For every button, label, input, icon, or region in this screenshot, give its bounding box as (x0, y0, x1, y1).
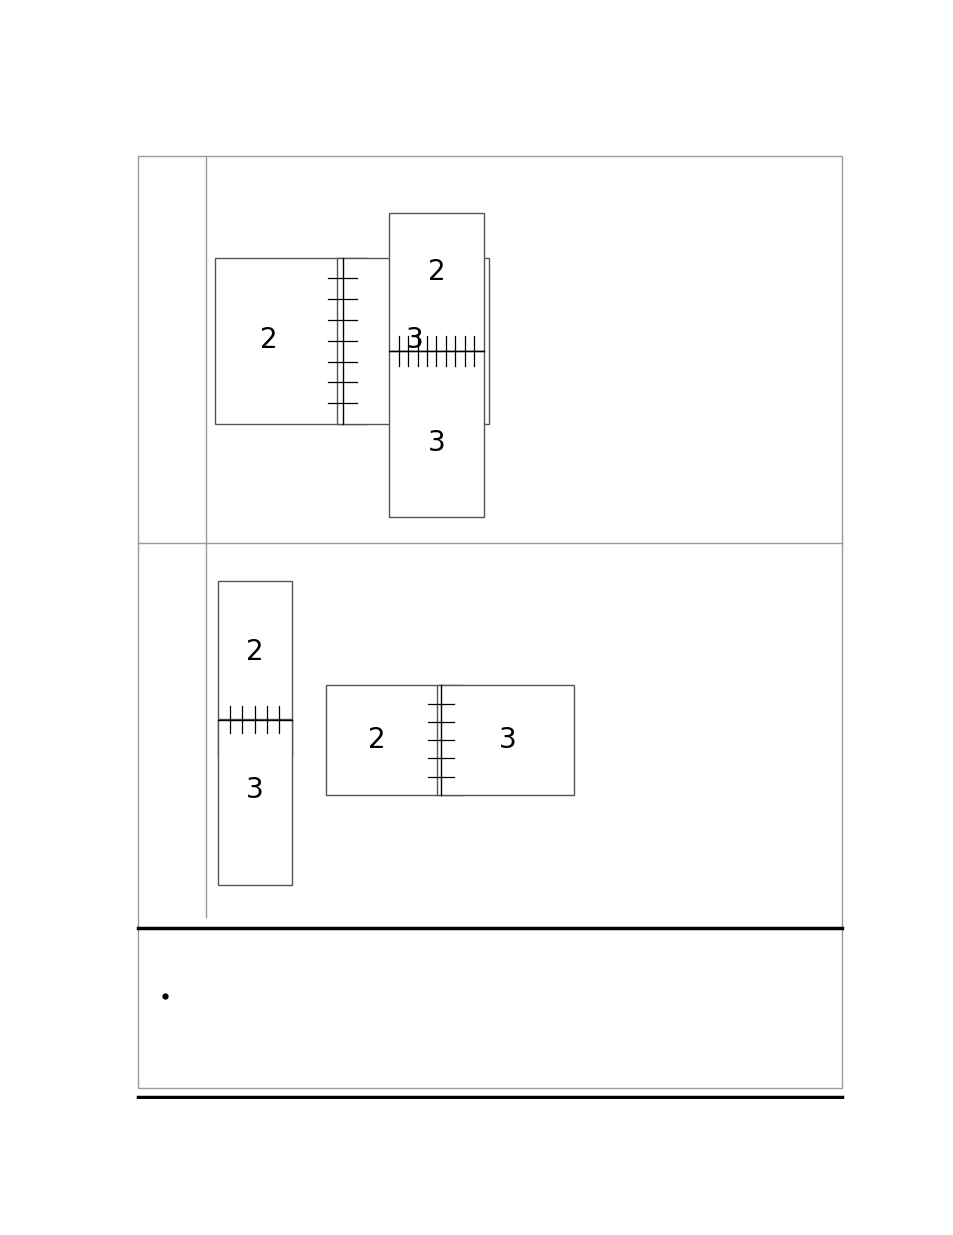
Bar (326, 685, 462, 795)
Text: 2: 2 (259, 326, 277, 354)
Text: 3: 3 (406, 326, 423, 354)
Bar (389, 212, 483, 351)
Bar (436, 685, 574, 795)
Text: 2: 2 (427, 258, 445, 285)
Text: 3: 3 (427, 429, 445, 457)
Text: 2: 2 (367, 726, 385, 753)
Bar (337, 258, 488, 424)
Bar (217, 719, 292, 885)
Text: 2: 2 (246, 638, 263, 666)
Text: 3: 3 (246, 776, 263, 804)
Bar (217, 580, 292, 757)
Bar (389, 351, 483, 517)
Text: 3: 3 (498, 726, 516, 753)
Bar (215, 258, 367, 424)
